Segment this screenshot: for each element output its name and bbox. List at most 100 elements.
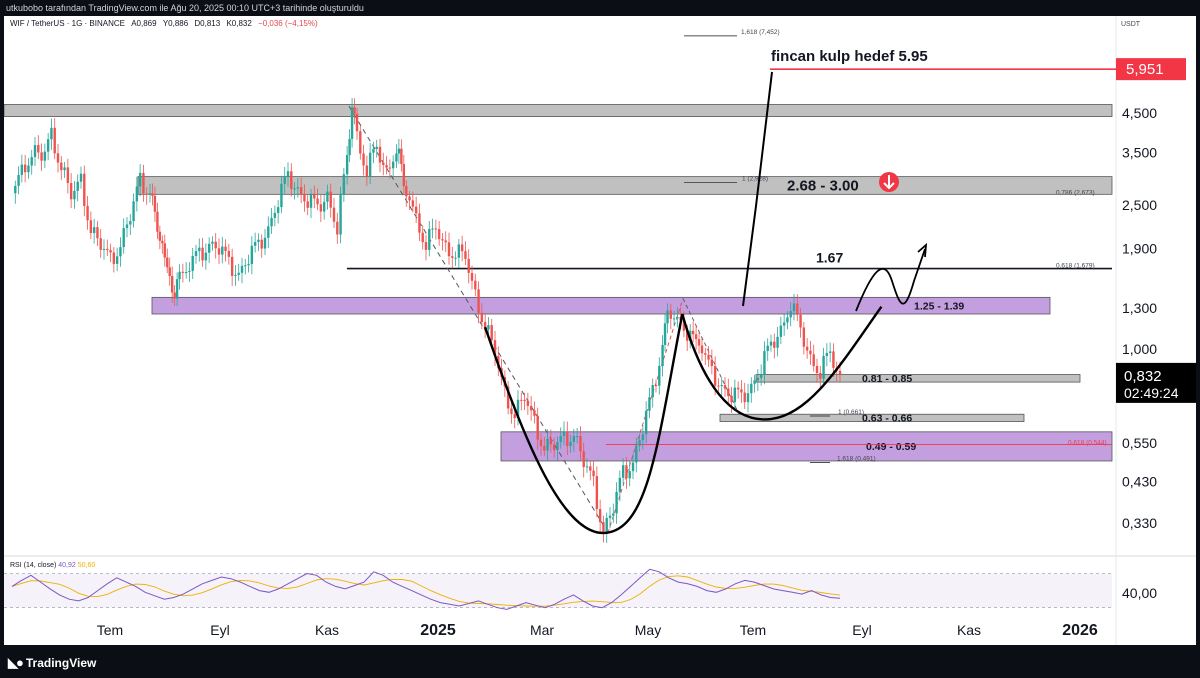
candle-body (329, 191, 332, 208)
candle-body (194, 251, 198, 257)
candle-body (838, 370, 842, 374)
candle-body (477, 289, 480, 313)
y-tick-label-3: 1,900 (1122, 240, 1157, 256)
cup-curve (484, 313, 684, 535)
candle-body (326, 191, 329, 202)
candle-body (506, 386, 510, 409)
candle-body (286, 171, 290, 177)
candle-body (37, 145, 40, 153)
candle-body (17, 174, 20, 186)
rsi-label: RSI (14, close) (10, 562, 57, 569)
zone-label-1: 2.68 - 3.00 (787, 178, 859, 195)
candle-body (666, 310, 669, 324)
candle-body (207, 243, 211, 253)
candle-body (148, 193, 152, 195)
candle-body (464, 251, 467, 259)
candle-body (536, 415, 539, 440)
candle-body (234, 274, 237, 276)
candle-body (700, 345, 704, 354)
fib-label-6: 1,618 (0,491) (837, 456, 876, 463)
candle-body (253, 242, 257, 246)
tradingview-logo[interactable]: ◣● TradingView (8, 655, 96, 671)
candle-body (89, 220, 93, 234)
candle-body (270, 217, 273, 227)
candle-body (832, 351, 835, 368)
candle-body (796, 303, 799, 315)
candle-body (273, 212, 277, 218)
target-pointer-line (742, 71, 773, 307)
candle-body (454, 257, 457, 259)
candle-body (605, 517, 608, 534)
zone-label-5: 0.49 - 0.59 (866, 441, 916, 453)
candle-body (474, 280, 477, 290)
candle-body (69, 183, 73, 200)
candle-body (766, 345, 769, 352)
price-chart[interactable]: 2.68 - 3.00 1.25 - 1.39 0.81 - 0.85 0.63 - … (4, 16, 1196, 645)
candle-body (779, 325, 783, 337)
candle-body (516, 399, 520, 419)
candle-body (267, 226, 270, 238)
candle-body (805, 346, 809, 351)
fib-label-0: 1,618 (7,452) (741, 29, 780, 36)
candle-body (799, 314, 802, 328)
candle-body (663, 323, 667, 345)
x-tick-label-9: 2026 (1062, 622, 1098, 639)
candle-body (661, 344, 664, 366)
candle-body (414, 206, 418, 214)
candle-body (529, 405, 533, 411)
candle-body (355, 113, 359, 132)
candle-body (740, 389, 743, 393)
x-tick-label-1: Eyl (210, 622, 229, 638)
candle-body (20, 164, 24, 175)
x-tick-label-8: Kas (957, 622, 981, 638)
candle-body (707, 354, 710, 360)
candle-body (138, 172, 142, 187)
candle-body (378, 146, 382, 163)
candle-body (487, 325, 490, 330)
candle-body (672, 318, 676, 320)
candle-body (129, 221, 132, 225)
symbol-legend: WIF / TetherUS · 1G · BINANCE A0,869 Y0,… (10, 19, 318, 28)
candle-body (644, 410, 648, 435)
candle-body (552, 444, 556, 451)
tradingview-logo-icon: ◣● (8, 655, 24, 670)
candle-body (676, 316, 679, 319)
candle-body (467, 258, 470, 273)
candle-body (809, 350, 812, 355)
fib-dash-2 (607, 298, 684, 533)
chart-frame[interactable]: 2.68 - 3.00 1.25 - 1.39 0.81 - 0.85 0.63 - … (4, 16, 1196, 645)
projection-path (855, 248, 926, 312)
candle-body (375, 146, 378, 150)
last-price-value: 0,832 (1124, 368, 1162, 385)
candle-body (227, 250, 231, 257)
footer-bar: ◣● TradingView (0, 645, 1200, 678)
candle-body (175, 279, 179, 299)
candle-body (513, 414, 516, 419)
legend-open: A0,869 (131, 19, 157, 28)
candle-body (582, 451, 585, 467)
candle-body (727, 388, 730, 396)
legend-high: Y0,886 (162, 19, 189, 28)
zone-3 (755, 374, 1081, 383)
candle-body (625, 465, 628, 479)
target-price-tag (1116, 58, 1186, 81)
candle-body (641, 434, 645, 441)
zone-2 (151, 296, 1051, 315)
candle-body (424, 242, 428, 250)
level-1-67-label: 1.67 (816, 250, 843, 266)
candle-body (598, 509, 602, 523)
candle-body (372, 149, 375, 153)
candle-body (79, 173, 83, 182)
candle-body (733, 387, 737, 403)
candle-body (759, 374, 763, 378)
candle-body (76, 181, 79, 191)
candle-body (612, 513, 615, 516)
candle-body (480, 312, 484, 323)
candle-body (388, 167, 392, 169)
candle-body (303, 193, 306, 202)
candle-body (825, 352, 829, 356)
candle-body (638, 440, 641, 446)
candle-body (382, 162, 385, 166)
candle-body (30, 157, 33, 166)
candle-body (109, 250, 112, 253)
